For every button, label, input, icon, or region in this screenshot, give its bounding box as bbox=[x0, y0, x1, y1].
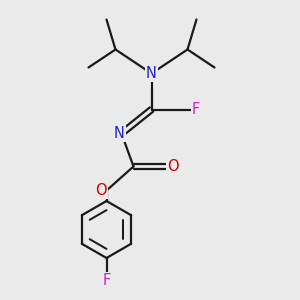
Text: F: F bbox=[102, 273, 111, 288]
Text: O: O bbox=[167, 159, 178, 174]
Text: O: O bbox=[95, 183, 107, 198]
Text: F: F bbox=[192, 102, 200, 117]
Text: N: N bbox=[114, 126, 124, 141]
Text: N: N bbox=[146, 66, 157, 81]
